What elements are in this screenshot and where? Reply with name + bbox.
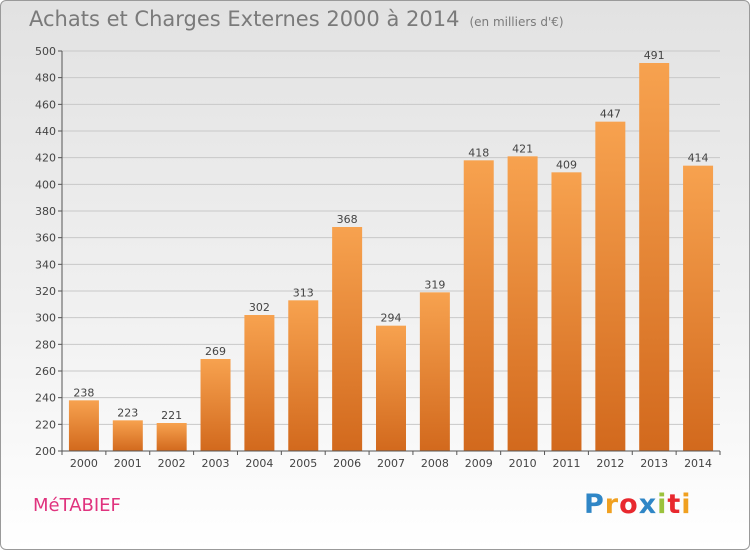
bar-2014 <box>683 165 714 451</box>
brand-letter: x <box>638 489 658 520</box>
bars <box>68 63 714 452</box>
y-tick-label: 380 <box>35 205 56 218</box>
x-tick-label-2012: 2012 <box>596 457 624 470</box>
x-tick-label-2005: 2005 <box>289 457 317 470</box>
brand-letter: P <box>584 489 605 520</box>
value-label-2012: 447 <box>600 108 621 121</box>
y-tick-label: 440 <box>35 125 56 138</box>
y-tick-label: 240 <box>35 392 56 405</box>
y-tick-label: 480 <box>35 72 56 85</box>
value-label-2014: 414 <box>688 152 709 165</box>
brand-letter: i <box>681 489 692 520</box>
bar-2005 <box>288 300 319 451</box>
value-label-2006: 368 <box>337 213 358 226</box>
value-label-2009: 418 <box>468 146 489 159</box>
bar-2004 <box>244 315 275 451</box>
y-tick-label: 200 <box>35 445 56 458</box>
brand-letter: i <box>657 489 668 520</box>
brand-letter: o <box>619 489 639 520</box>
bar-2011 <box>551 172 582 452</box>
x-tick-label-2013: 2013 <box>640 457 668 470</box>
value-label-2004: 302 <box>249 301 270 314</box>
y-tick-label: 400 <box>35 178 56 191</box>
value-label-2013: 491 <box>644 49 665 62</box>
x-tick-label-2007: 2007 <box>377 457 405 470</box>
x-tick-label-2003: 2003 <box>202 457 230 470</box>
x-tick-label-2014: 2014 <box>684 457 712 470</box>
axes <box>58 50 721 455</box>
y-tick-label: 280 <box>35 338 56 351</box>
y-tick-label: 340 <box>35 258 56 271</box>
bar-2002 <box>156 423 187 451</box>
chart-subtitle: (en milliers d'€) <box>469 15 564 29</box>
y-tick-label: 460 <box>35 98 56 111</box>
x-tick-label-2004: 2004 <box>245 457 273 470</box>
y-tick-label: 420 <box>35 152 56 165</box>
value-label-2001: 223 <box>117 406 138 419</box>
x-tick-label-2001: 2001 <box>114 457 142 470</box>
bar-2009 <box>463 160 494 452</box>
value-label-2000: 238 <box>73 386 94 399</box>
y-tick-label: 300 <box>35 312 56 325</box>
value-label-2002: 221 <box>161 409 182 422</box>
bar-2007 <box>376 325 406 451</box>
x-tick-label-2002: 2002 <box>158 457 186 470</box>
value-label-2007: 294 <box>381 312 402 325</box>
bar-2001 <box>112 420 143 451</box>
bar-2013 <box>639 63 670 451</box>
bar-2010 <box>507 156 538 452</box>
bar-2006 <box>332 227 363 451</box>
bar-2008 <box>419 292 450 451</box>
x-tick-label-2000: 2000 <box>70 457 98 470</box>
y-tick-label: 220 <box>35 418 56 431</box>
x-tick-label-2009: 2009 <box>465 457 493 470</box>
value-label-2011: 409 <box>556 158 577 171</box>
brand-logo: Proxiti <box>584 489 692 520</box>
value-label-2008: 319 <box>424 278 445 291</box>
y-tick-label: 320 <box>35 285 56 298</box>
bar-2012 <box>595 121 626 452</box>
labels: 200 220 240 260 280 300 320 340 360 380 400 420 440 4… <box>35 45 712 470</box>
brand-letter: t <box>667 489 682 520</box>
brand-letter: r <box>604 489 620 520</box>
title-text: Achats et Charges Externes 2000 à 2014 <box>29 7 460 31</box>
x-tick-label-2011: 2011 <box>552 457 580 470</box>
chart-title: Achats et Charges Externes 2000 à 2014 (e… <box>29 7 564 31</box>
x-tick-label-2010: 2010 <box>509 457 537 470</box>
commune-name: MéTABIEF <box>33 495 121 516</box>
bar-2003 <box>200 359 231 451</box>
value-label-2003: 269 <box>205 345 226 358</box>
y-tick-label: 260 <box>35 365 56 378</box>
y-tick-label: 360 <box>35 232 56 245</box>
x-tick-label-2006: 2006 <box>333 457 361 470</box>
bar-2000 <box>68 400 99 451</box>
x-tick-label-2008: 2008 <box>421 457 449 470</box>
y-tick-label: 500 <box>35 45 56 58</box>
value-label-2005: 313 <box>293 286 314 299</box>
value-label-2010: 421 <box>512 142 533 155</box>
